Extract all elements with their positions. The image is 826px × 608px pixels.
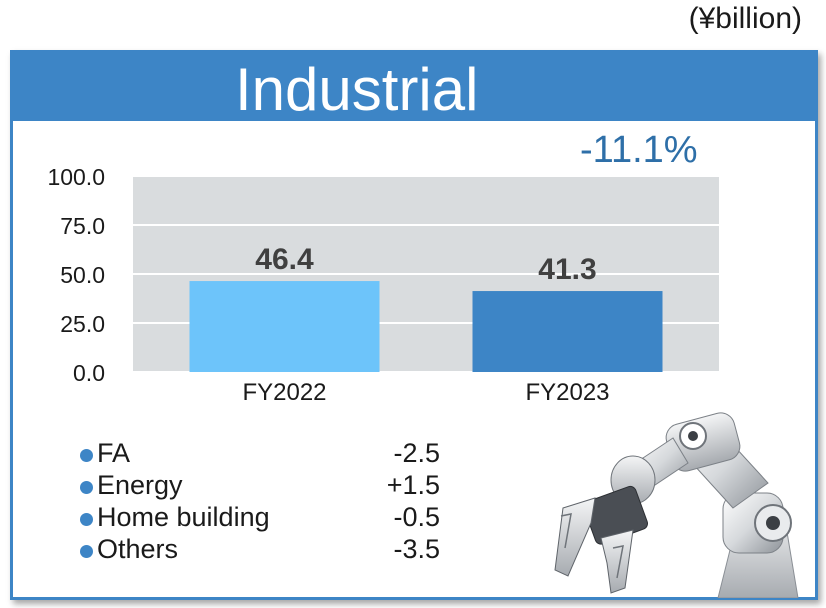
bar-fy2023: [472, 291, 663, 372]
breakdown-value: +1.5: [386, 470, 440, 500]
y-tick-label: 100.0: [47, 164, 105, 190]
unit-label: (¥billion): [688, 2, 802, 35]
breakdown-item-fa: FA -2.5: [80, 438, 450, 470]
segment-panel: Industrial -11.1% 0.0 25.0 50.0 75.0 100.0 46…: [10, 50, 818, 600]
bullet-dot-icon: [80, 449, 93, 462]
breakdown-item-others: Others -3.5: [80, 534, 450, 566]
robot-arm-icon: [554, 412, 799, 598]
y-tick-label: 50.0: [60, 262, 105, 288]
data-label: 41.3: [538, 253, 596, 286]
bullet-dot-icon: [80, 481, 93, 494]
x-tick-label: FY2022: [242, 379, 326, 406]
y-tick-label: 75.0: [60, 213, 105, 239]
y-tick-label: 25.0: [60, 311, 105, 337]
breakdown-value: -3.5: [393, 534, 440, 564]
breakdown-name: Energy: [97, 470, 183, 500]
data-label: 46.4: [255, 243, 314, 276]
breakdown-value: -0.5: [393, 502, 440, 532]
y-tick-label: 0.0: [73, 360, 105, 386]
breakdown-value: -2.5: [393, 438, 440, 468]
bar-fy2022: [189, 281, 380, 372]
breakdown-name: Others: [97, 534, 179, 564]
breakdown-item-energy: Energy +1.5: [80, 470, 450, 502]
breakdown-name: Home building: [97, 502, 270, 532]
bar-chart: 0.0 25.0 50.0 75.0 100.0 46.4 FY2022 41.3 FY2023: [47, 164, 719, 406]
x-tick-label: FY2023: [525, 379, 609, 406]
change-percent: -11.1%: [580, 129, 698, 171]
panel-header: Industrial: [13, 53, 815, 123]
breakdown-name: FA: [97, 438, 131, 468]
bullet-dot-icon: [80, 513, 93, 526]
breakdown-item-home-building: Home building -0.5: [80, 502, 450, 534]
panel-title: Industrial: [235, 56, 479, 123]
bullet-dot-icon: [80, 545, 93, 558]
